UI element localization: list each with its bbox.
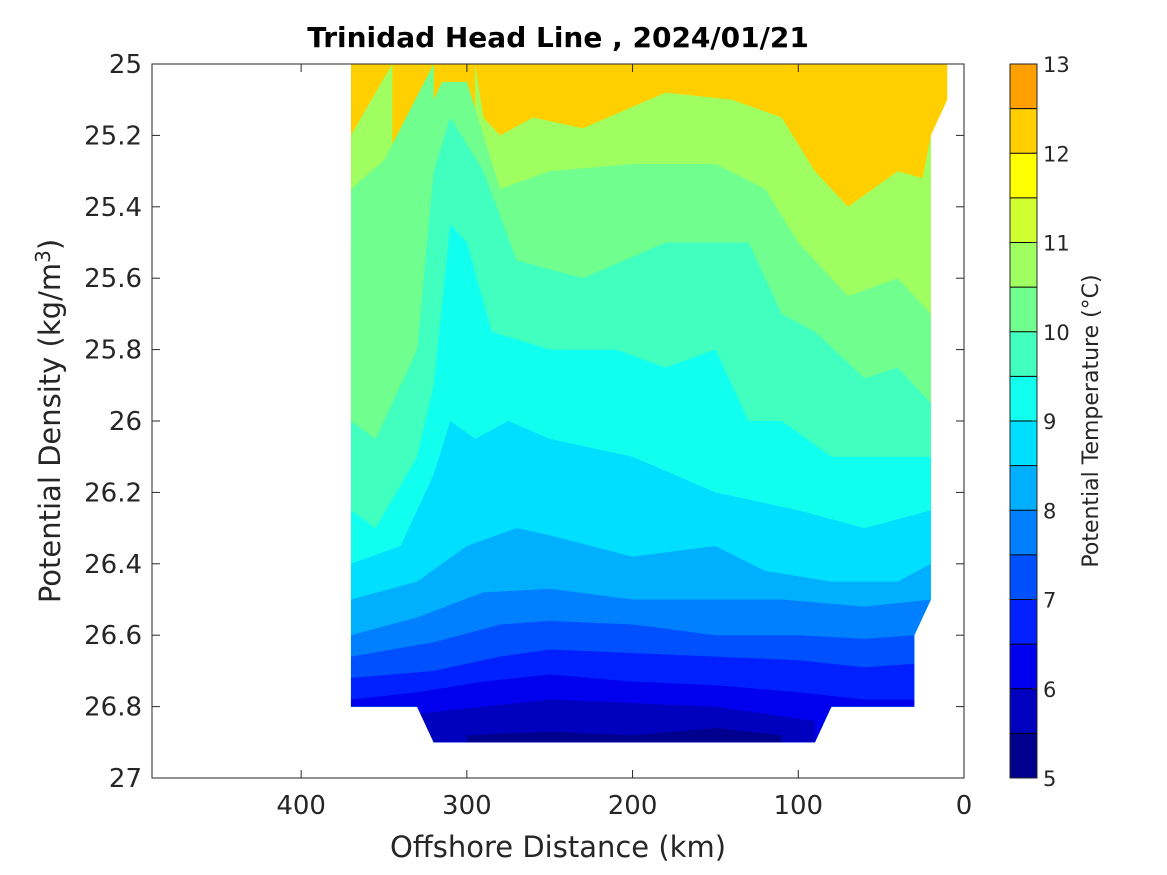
- y-tick-label: 25: [109, 50, 142, 80]
- colorbar-band: [1010, 108, 1037, 154]
- x-axis-label: Offshore Distance (km): [390, 830, 726, 864]
- y-tick-label: 25.4: [84, 193, 142, 223]
- colorbar-tick-label: 7: [1043, 589, 1056, 613]
- x-tick-label: 0: [956, 791, 973, 821]
- x-tick-label: 200: [608, 791, 658, 821]
- colorbar-label: Potential Temperature (°C): [1079, 274, 1104, 567]
- colorbar-tick-label: 6: [1043, 678, 1056, 702]
- x-tick-label: 300: [442, 791, 492, 821]
- y-tick-label: 26.2: [84, 478, 142, 508]
- colorbar: 5 6 7 8 9 10 11 12 13: [1009, 53, 1070, 791]
- y-tick-label: 26.6: [84, 621, 142, 651]
- y-axis-label-superscript: 3: [31, 250, 55, 263]
- colorbar-band: [1010, 510, 1037, 556]
- y-tick-label: 25.2: [84, 121, 142, 151]
- x-tick-label: 400: [276, 791, 326, 821]
- colorbar-band: [1010, 331, 1037, 377]
- colorbar-band: [1010, 64, 1037, 110]
- contour-fill-layer: [350, 64, 948, 743]
- colorbar-tick-label: 13: [1043, 53, 1070, 77]
- colorbar-band: [1010, 688, 1037, 734]
- axes-layer: 400 300 200 100 0 25 25.2 25.4 25.6 25.8 26 26.2 26.…: [84, 50, 972, 821]
- colorbar-tick-label: 11: [1043, 232, 1070, 256]
- colorbar-tick-label: 5: [1043, 767, 1056, 791]
- y-axis-label: Potential Density (kg/m3): [31, 239, 67, 603]
- colorbar-tick-label: 8: [1043, 499, 1056, 523]
- colorbar-tick-label: 9: [1043, 410, 1056, 434]
- y-tick-label: 26.8: [84, 693, 142, 723]
- colorbar-band: [1010, 153, 1037, 199]
- colorbar-band: [1010, 376, 1037, 422]
- colorbar-band: [1010, 465, 1037, 511]
- y-tick-label: 26: [109, 407, 142, 437]
- colorbar-band: [1010, 197, 1037, 243]
- colorbar-band: [1010, 599, 1037, 645]
- y-tick-label: 25.6: [84, 264, 142, 294]
- y-tick-label: 25.8: [84, 336, 142, 366]
- y-tick-label: 26.4: [84, 550, 142, 580]
- chart-title: Trinidad Head Line , 2024/01/21: [307, 21, 809, 54]
- y-axis-label-prefix: Potential Density (kg/m: [33, 263, 67, 603]
- colorbar-band: [1010, 554, 1037, 600]
- colorbar-band: [1010, 242, 1037, 288]
- data-region: [350, 64, 948, 743]
- colorbar-tick-label: 12: [1043, 142, 1070, 166]
- colorbar-band: [1010, 287, 1037, 333]
- colorbar-tick-label: 10: [1043, 321, 1070, 345]
- y-tick-label: 27: [109, 764, 142, 794]
- x-tick-label: 100: [773, 791, 823, 821]
- colorbar-band: [1010, 733, 1037, 779]
- y-axis-label-suffix: ): [33, 239, 67, 250]
- colorbar-band: [1010, 421, 1037, 467]
- colorbar-band: [1010, 644, 1037, 690]
